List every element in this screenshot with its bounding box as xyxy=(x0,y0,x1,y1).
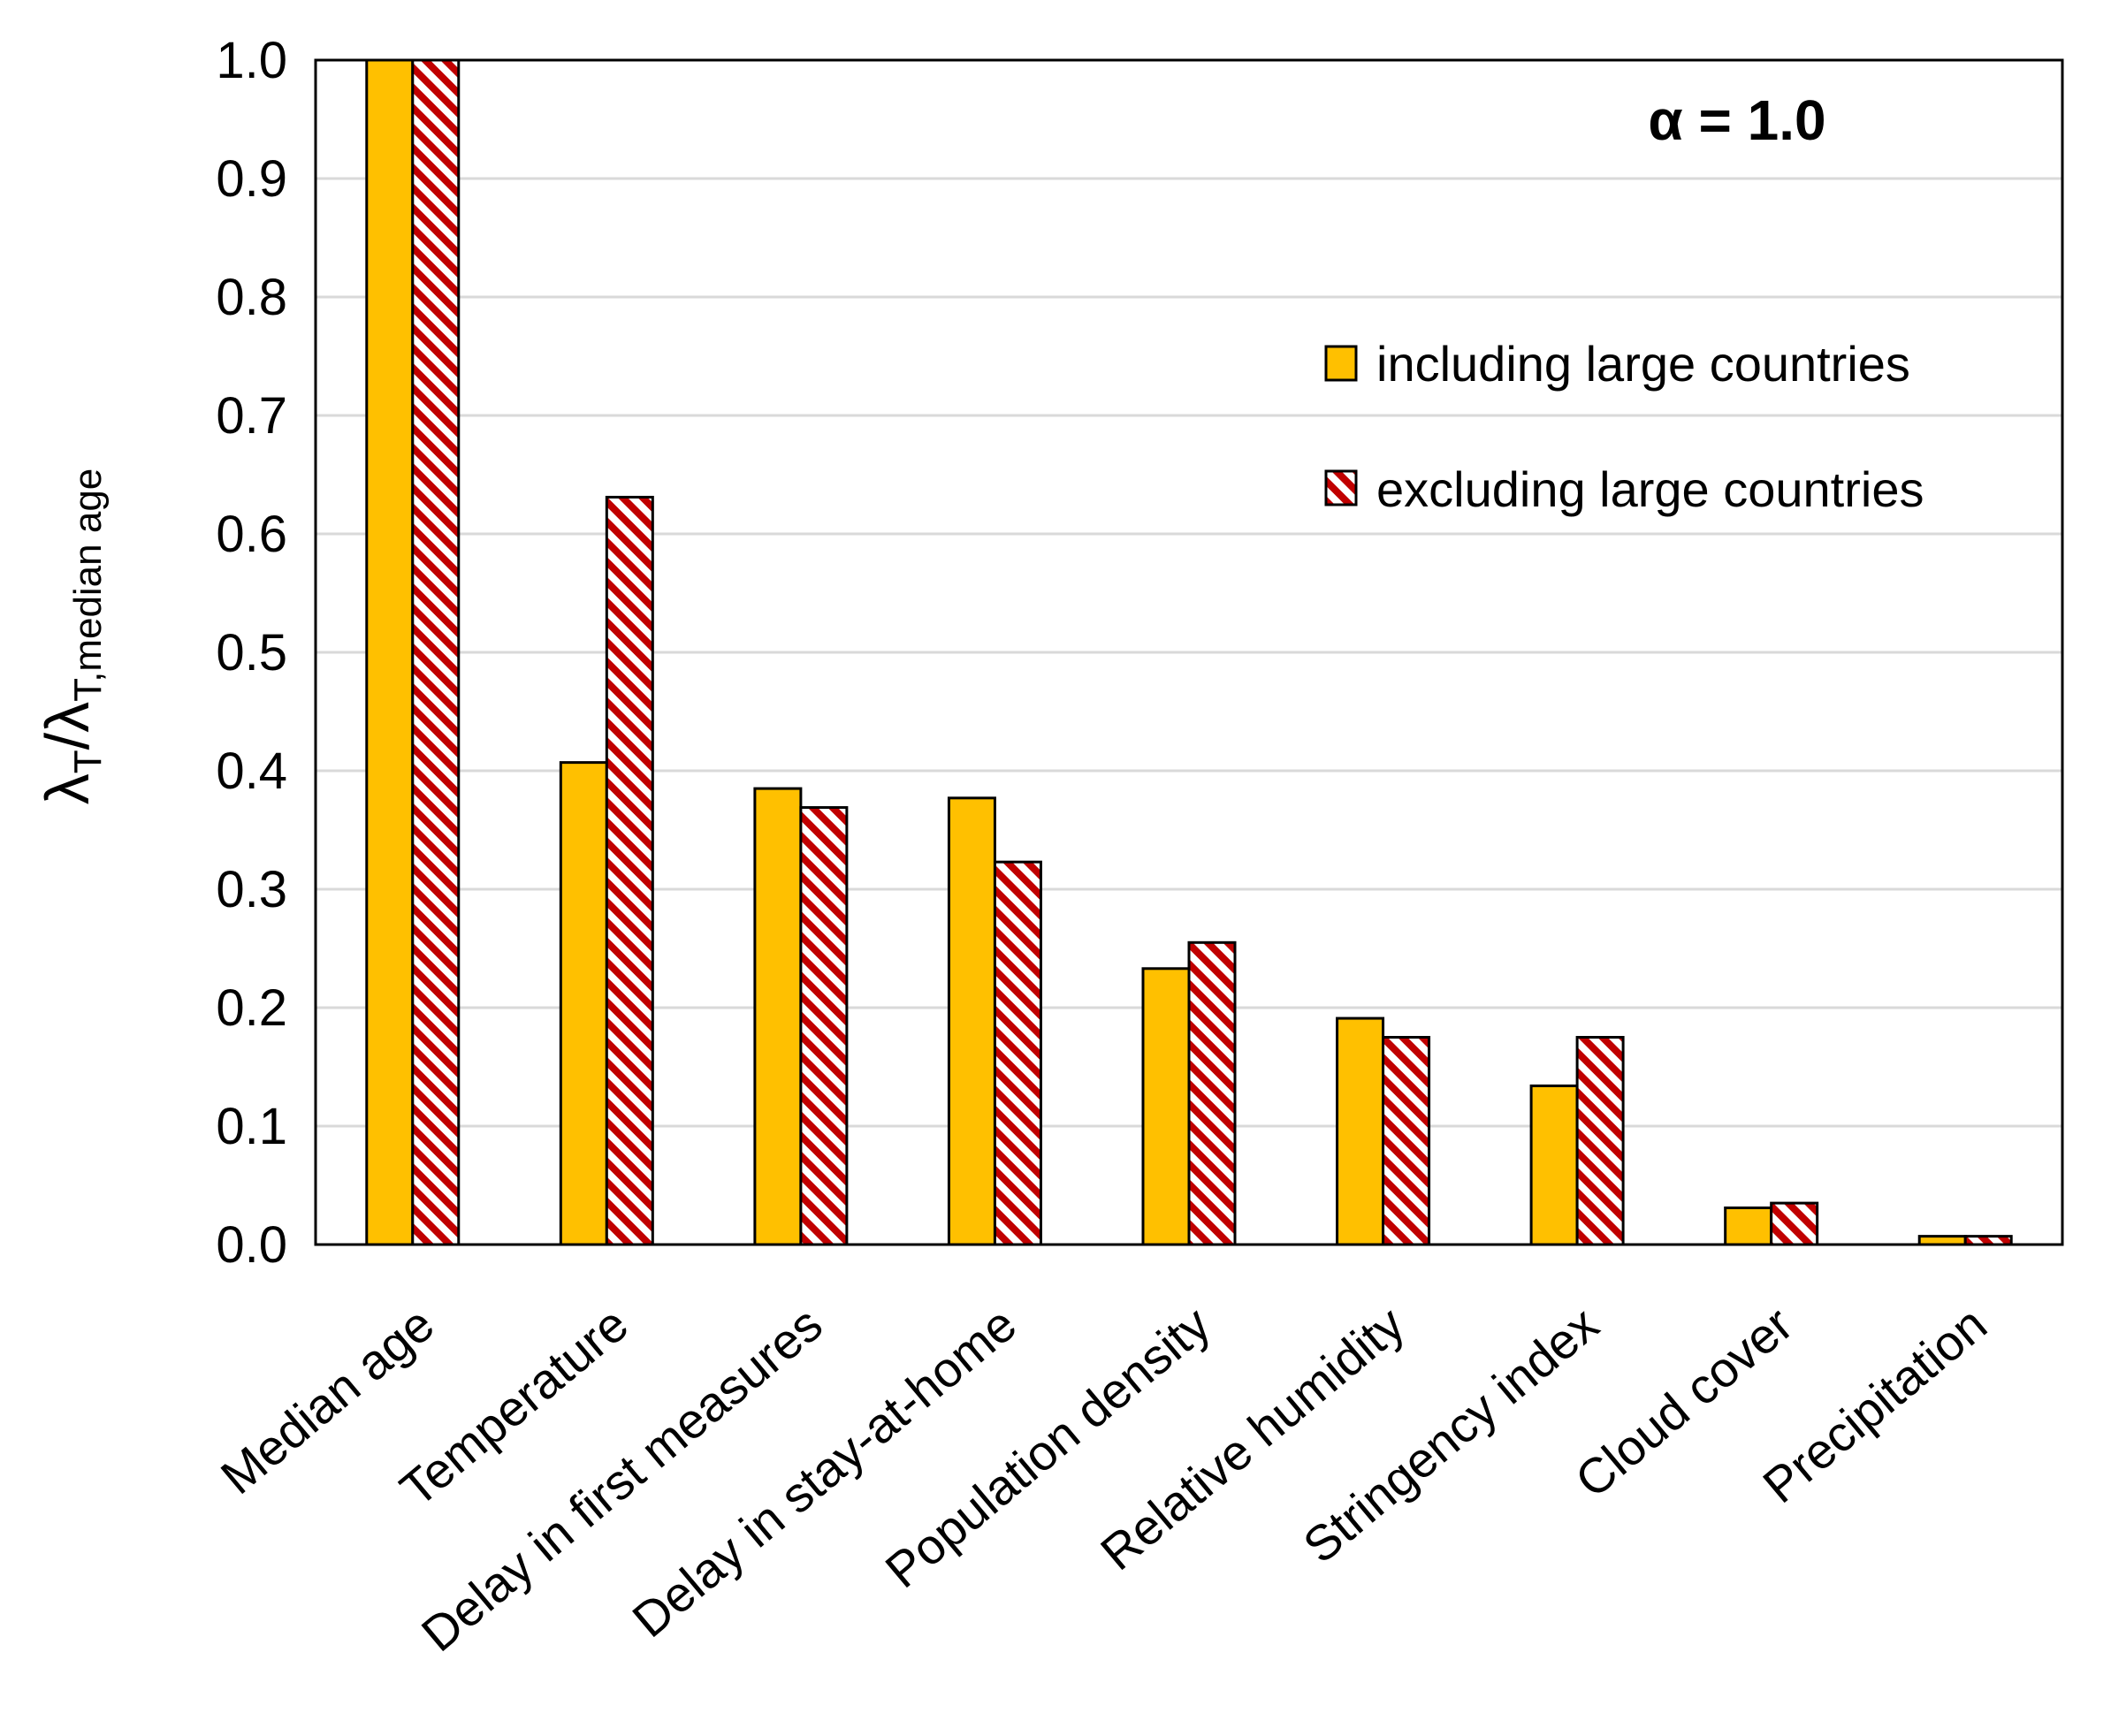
x-category-label: Population density xyxy=(875,1296,1221,1598)
y-tick-label: 0.8 xyxy=(216,269,287,326)
y-tick-label: 0.0 xyxy=(216,1216,287,1274)
y-tick-label: 0.9 xyxy=(216,150,287,208)
svg-text:λT/λT,median age: λT/λT,median age xyxy=(33,468,110,805)
y-tick-label: 0.6 xyxy=(216,506,287,563)
legend-swatch-including xyxy=(1324,345,1358,382)
bar-including-0 xyxy=(365,58,415,1246)
y-tick-label: 0.7 xyxy=(216,387,287,445)
legend-swatch-excluding xyxy=(1324,469,1358,506)
bar-excluding-6 xyxy=(1575,1036,1625,1246)
bar-excluding-5 xyxy=(1382,1036,1431,1246)
bar-including-2 xyxy=(753,787,803,1246)
y-tick-label: 0.4 xyxy=(216,742,287,800)
bars xyxy=(365,58,2013,1246)
y-tick-label: 0.5 xyxy=(216,624,287,681)
legend-label-excluding: excluding large countries xyxy=(1376,461,1924,517)
bar-including-7 xyxy=(1724,1206,1773,1246)
y-tick-label: 0.2 xyxy=(216,979,287,1037)
y-axis-title-sub2: T,median age xyxy=(66,468,110,702)
bar-excluding-3 xyxy=(993,860,1042,1246)
bar-excluding-4 xyxy=(1187,940,1237,1246)
bar-excluding-2 xyxy=(799,806,849,1246)
bar-including-5 xyxy=(1336,1016,1385,1246)
bar-excluding-1 xyxy=(605,495,654,1246)
bar-excluding-0 xyxy=(411,58,461,1246)
y-axis-title: λT/λT,median age xyxy=(33,468,110,805)
bar-excluding-7 xyxy=(1770,1201,1819,1246)
bar-including-6 xyxy=(1529,1084,1579,1246)
legend-label-including: including large countries xyxy=(1376,336,1910,392)
y-axis-title-lambda: λ xyxy=(33,773,102,804)
legend: including large countries excluding larg… xyxy=(1324,336,1924,517)
y-tick-label: 0.1 xyxy=(216,1098,287,1155)
bar-including-3 xyxy=(947,796,996,1246)
alpha-annotation: α = 1.0 xyxy=(1648,88,1825,152)
x-category-label: Delay in stay-at-home xyxy=(621,1296,1026,1648)
y-tick-label: 1.0 xyxy=(216,32,287,89)
y-axis-ticks: 0.0 0.1 0.2 0.3 0.4 0.5 0.6 0.7 0.8 0.9 1.0 xyxy=(216,32,287,1274)
y-axis-title-sub1: T xyxy=(66,750,110,773)
plot-area-frame xyxy=(314,58,2064,1246)
y-tick-label: 0.3 xyxy=(216,861,287,918)
y-axis-title-sep: /λ xyxy=(33,702,102,750)
bar-including-4 xyxy=(1141,967,1191,1246)
bar-including-1 xyxy=(559,761,608,1246)
